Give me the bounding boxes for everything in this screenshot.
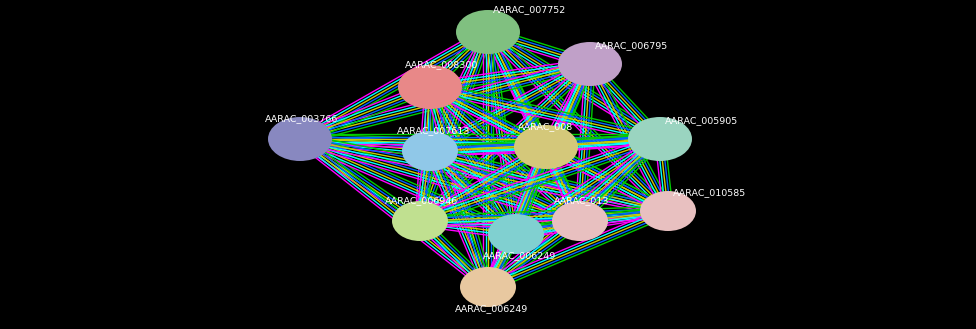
Text: AARAC_006795: AARAC_006795 xyxy=(595,41,669,50)
Ellipse shape xyxy=(398,65,462,109)
Ellipse shape xyxy=(628,117,692,161)
Ellipse shape xyxy=(552,201,608,241)
Text: AARAC_013: AARAC_013 xyxy=(554,196,610,206)
Ellipse shape xyxy=(268,117,332,161)
Text: AARAC_008300: AARAC_008300 xyxy=(405,61,478,69)
Text: AARAC_003766: AARAC_003766 xyxy=(265,114,339,123)
Text: AARAC_006946: AARAC_006946 xyxy=(386,196,459,206)
Ellipse shape xyxy=(640,191,696,231)
Text: AARAC_007613: AARAC_007613 xyxy=(397,126,470,136)
Ellipse shape xyxy=(456,10,520,54)
Ellipse shape xyxy=(460,267,516,307)
Text: AARAC_006249: AARAC_006249 xyxy=(483,251,556,261)
Text: AARAC_006249: AARAC_006249 xyxy=(456,305,529,314)
Text: AARAC_007752: AARAC_007752 xyxy=(494,6,567,14)
Ellipse shape xyxy=(514,125,578,169)
Ellipse shape xyxy=(488,214,544,254)
Ellipse shape xyxy=(402,131,458,171)
Ellipse shape xyxy=(558,42,622,86)
Text: AARAC_005905: AARAC_005905 xyxy=(666,116,739,125)
Text: AARAC_010585: AARAC_010585 xyxy=(673,189,747,197)
Text: AARAC_008: AARAC_008 xyxy=(518,122,574,132)
Ellipse shape xyxy=(392,201,448,241)
